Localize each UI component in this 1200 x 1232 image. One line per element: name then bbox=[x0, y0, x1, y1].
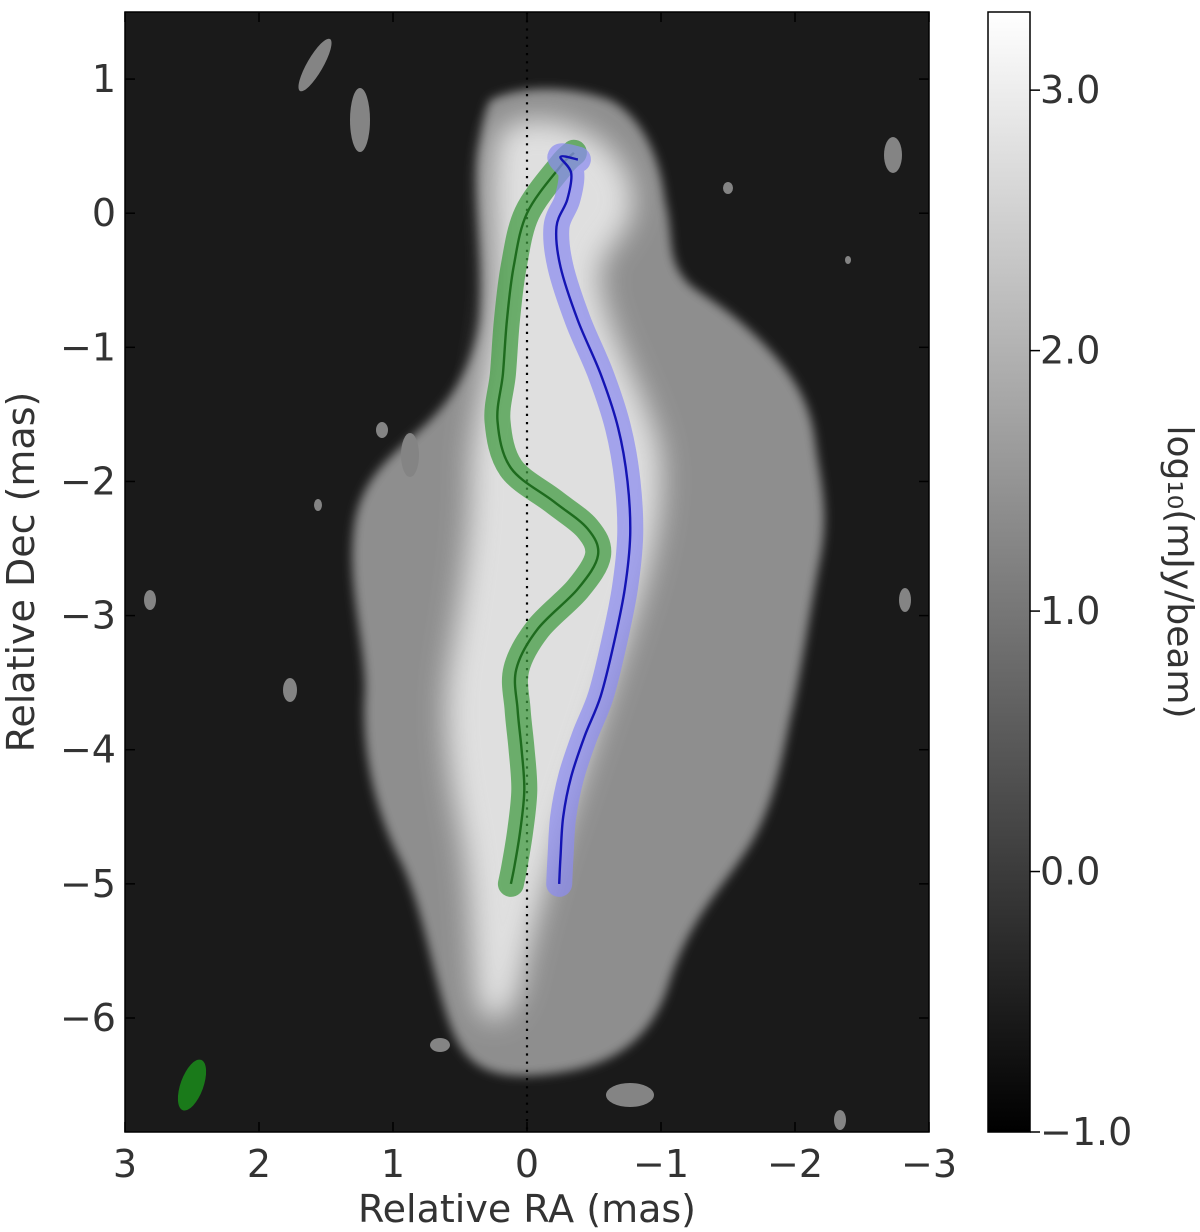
beam-layer bbox=[177, 1059, 207, 1111]
series-1-line bbox=[496, 151, 600, 885]
x-axis: 3 2 1 0 −1 −2 −3 bbox=[113, 12, 957, 1186]
y-axis: 1 0 −1 −2 −3 −4 −5 −6 bbox=[60, 57, 929, 1040]
colorbar-tick-label: 0.0 bbox=[1040, 850, 1100, 894]
colorbar-tick-label: 3.0 bbox=[1040, 68, 1100, 112]
x-axis-label: Relative RA (mas) bbox=[358, 1187, 696, 1231]
y-axis-label: Relative Dec (mas) bbox=[0, 392, 43, 753]
x-tick-label: 2 bbox=[247, 1142, 271, 1186]
series-layer bbox=[484, 139, 644, 897]
colorbar-tick-label: 2.0 bbox=[1040, 329, 1100, 373]
beam-ellipse bbox=[177, 1059, 207, 1111]
colorbar-tick-label: −1.0 bbox=[1040, 1110, 1132, 1154]
y-tick-label: −3 bbox=[60, 594, 116, 638]
noise-blobs bbox=[144, 38, 911, 1130]
x-tick-label: −1 bbox=[633, 1142, 689, 1186]
colorbar-tick-label: 1.0 bbox=[1040, 589, 1100, 633]
y-tick-label: 0 bbox=[92, 191, 116, 235]
x-tick-label: 3 bbox=[113, 1142, 137, 1186]
x-tick-label: −2 bbox=[767, 1142, 823, 1186]
y-tick-label: −4 bbox=[60, 728, 116, 772]
y-tick-label: −2 bbox=[60, 459, 116, 503]
y-tick-label: −5 bbox=[60, 862, 116, 906]
x-tick-label: 1 bbox=[381, 1142, 405, 1186]
colorbar-label: log₁₀(mJy/beam) bbox=[1159, 425, 1200, 718]
x-tick-label: 0 bbox=[515, 1142, 539, 1186]
y-tick-label: −1 bbox=[60, 325, 116, 369]
colorbar-axis: −1.0 0.0 1.0 2.0 3.0 bbox=[1030, 68, 1132, 1154]
y-tick-label: 1 bbox=[92, 57, 116, 101]
series-2-line bbox=[554, 155, 632, 884]
y-tick-label: −6 bbox=[60, 996, 116, 1040]
x-tick-label: −3 bbox=[901, 1142, 957, 1186]
colorbar bbox=[987, 11, 1031, 1133]
